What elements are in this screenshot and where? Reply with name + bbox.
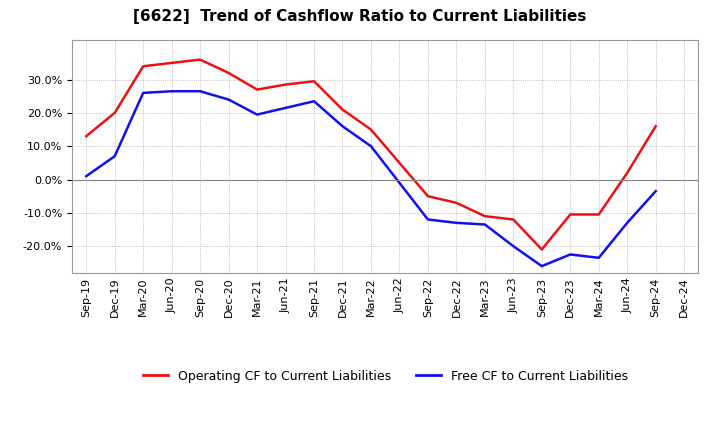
Free CF to Current Liabilities	[395, 180, 404, 186]
Free CF to Current Liabilities	[167, 88, 176, 94]
Free CF to Current Liabilities	[225, 97, 233, 102]
Operating CF to Current Liabilities	[196, 57, 204, 62]
Legend: Operating CF to Current Liabilities, Free CF to Current Liabilities: Operating CF to Current Liabilities, Fre…	[138, 365, 633, 388]
Free CF to Current Liabilities	[253, 112, 261, 117]
Operating CF to Current Liabilities	[310, 79, 318, 84]
Operating CF to Current Liabilities	[509, 217, 518, 222]
Operating CF to Current Liabilities	[623, 170, 631, 176]
Operating CF to Current Liabilities	[595, 212, 603, 217]
Free CF to Current Liabilities	[623, 220, 631, 225]
Operating CF to Current Liabilities	[366, 127, 375, 132]
Operating CF to Current Liabilities	[537, 247, 546, 252]
Free CF to Current Liabilities	[338, 124, 347, 129]
Free CF to Current Liabilities	[366, 143, 375, 149]
Line: Operating CF to Current Liabilities: Operating CF to Current Liabilities	[86, 59, 656, 249]
Operating CF to Current Liabilities	[167, 60, 176, 66]
Operating CF to Current Liabilities	[82, 134, 91, 139]
Free CF to Current Liabilities	[595, 255, 603, 260]
Operating CF to Current Liabilities	[566, 212, 575, 217]
Operating CF to Current Liabilities	[480, 213, 489, 219]
Line: Free CF to Current Liabilities: Free CF to Current Liabilities	[86, 91, 656, 266]
Free CF to Current Liabilities	[509, 243, 518, 249]
Free CF to Current Liabilities	[423, 217, 432, 222]
Free CF to Current Liabilities	[110, 154, 119, 159]
Free CF to Current Liabilities	[282, 105, 290, 110]
Operating CF to Current Liabilities	[139, 64, 148, 69]
Operating CF to Current Liabilities	[282, 82, 290, 87]
Operating CF to Current Liabilities	[395, 160, 404, 165]
Free CF to Current Liabilities	[82, 173, 91, 179]
Operating CF to Current Liabilities	[652, 124, 660, 129]
Free CF to Current Liabilities	[196, 88, 204, 94]
Operating CF to Current Liabilities	[253, 87, 261, 92]
Free CF to Current Liabilities	[310, 99, 318, 104]
Free CF to Current Liabilities	[139, 90, 148, 95]
Operating CF to Current Liabilities	[423, 194, 432, 199]
Free CF to Current Liabilities	[452, 220, 461, 225]
Free CF to Current Liabilities	[537, 264, 546, 269]
Operating CF to Current Liabilities	[338, 107, 347, 112]
Free CF to Current Liabilities	[566, 252, 575, 257]
Operating CF to Current Liabilities	[452, 200, 461, 205]
Free CF to Current Liabilities	[652, 188, 660, 194]
Operating CF to Current Liabilities	[225, 70, 233, 76]
Free CF to Current Liabilities	[480, 222, 489, 227]
Operating CF to Current Liabilities	[110, 110, 119, 116]
Text: [6622]  Trend of Cashflow Ratio to Current Liabilities: [6622] Trend of Cashflow Ratio to Curren…	[133, 9, 587, 24]
